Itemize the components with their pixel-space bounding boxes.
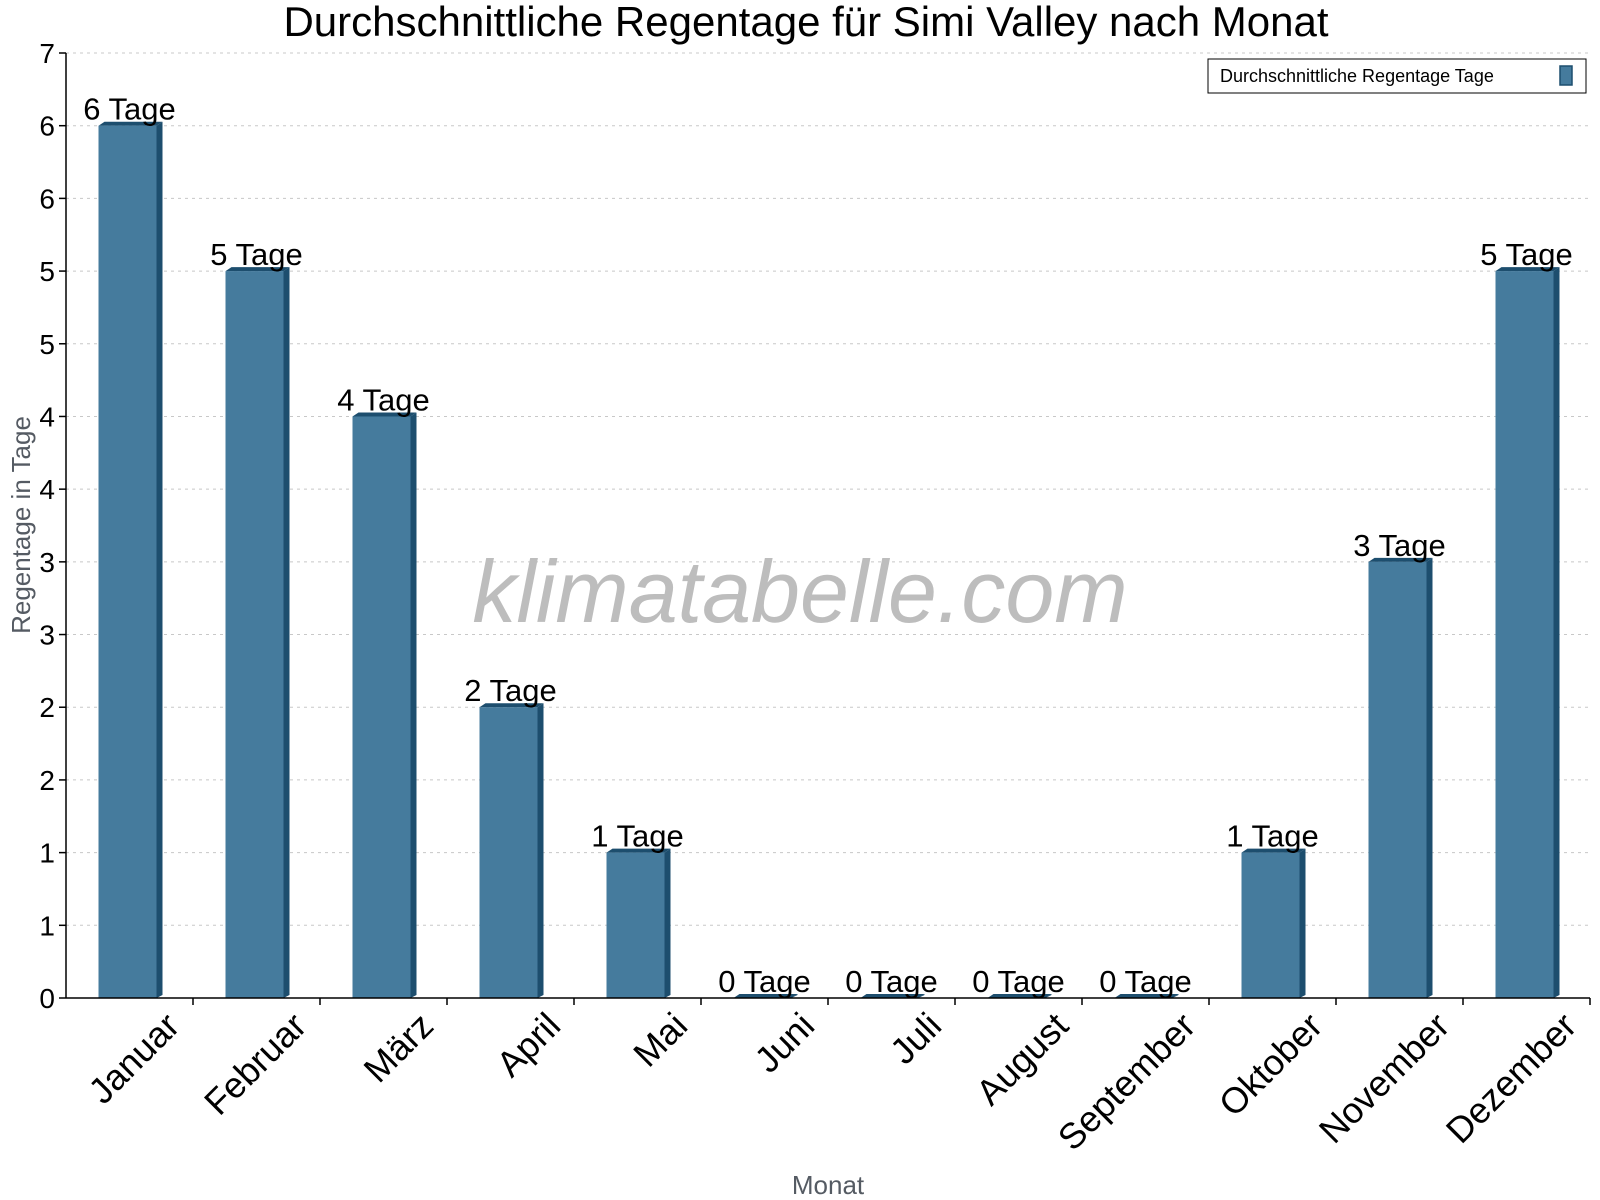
x-tick-label: Juni — [746, 1005, 822, 1081]
bar — [733, 994, 798, 998]
bar-top — [1114, 994, 1179, 998]
bar — [479, 703, 544, 998]
bars — [98, 121, 1560, 999]
x-tick-label: Juli — [882, 1005, 949, 1072]
y-tick-label: 7 — [39, 38, 55, 69]
bar-top — [225, 267, 290, 272]
bar-front — [225, 271, 284, 999]
y-tick-label: 2 — [39, 765, 55, 796]
x-tick-label: Februar — [196, 1005, 314, 1123]
bar-front — [98, 125, 157, 998]
bar-side — [1426, 557, 1433, 998]
x-tick-label: Januar — [80, 1005, 187, 1112]
bar-top — [1368, 557, 1433, 562]
y-tick-label: 4 — [39, 474, 55, 505]
grid-lines — [66, 52, 1590, 926]
x-tick-label: August — [968, 1005, 1076, 1113]
bar — [1114, 994, 1179, 998]
bar-side — [537, 703, 544, 998]
data-label: 0 Tage — [972, 964, 1065, 999]
data-label: 6 Tage — [83, 92, 176, 127]
bar-top — [987, 994, 1052, 998]
y-tick-label: 5 — [39, 329, 55, 360]
legend-swatch — [1559, 65, 1573, 86]
bar-side — [1172, 994, 1179, 998]
bar-front — [352, 416, 411, 998]
bar-top — [606, 848, 671, 853]
bar-front — [1241, 852, 1300, 998]
x-tick-label: Oktober — [1211, 1005, 1331, 1125]
y-tick-label: 5 — [39, 256, 55, 287]
bar-front — [1368, 561, 1427, 998]
bar-top — [479, 703, 544, 708]
bar — [860, 994, 925, 998]
bar-side — [283, 267, 290, 999]
x-tick-label: April — [488, 1005, 568, 1085]
y-tick-label: 1 — [39, 910, 55, 941]
x-axis-title: Monat — [792, 1170, 865, 1200]
x-tick-label: November — [1311, 1005, 1457, 1151]
bar-side — [1045, 994, 1052, 998]
y-tick-label: 0 — [39, 983, 55, 1014]
bar-side — [1553, 267, 1560, 999]
bar-front — [479, 707, 538, 998]
bar — [606, 848, 671, 998]
bar-top — [98, 121, 163, 126]
legend-box — [1207, 58, 1587, 94]
bar-top — [860, 994, 925, 998]
data-label: 0 Tage — [1099, 964, 1192, 999]
x-tick-label: Dezember — [1438, 1005, 1584, 1151]
y-tick-label: 6 — [39, 183, 55, 214]
bar-side — [1299, 848, 1306, 998]
data-label: 5 Tage — [1480, 237, 1573, 272]
y-tick-label: 3 — [39, 620, 55, 651]
bar-front — [1495, 271, 1554, 999]
bar-top — [1495, 267, 1560, 272]
bar-top — [733, 994, 798, 998]
data-label: 1 Tage — [1226, 819, 1319, 854]
bar — [98, 121, 163, 998]
bar-side — [410, 412, 417, 998]
chart-title: Durchschnittliche Regentage für Simi Val… — [283, 0, 1328, 45]
y-axis-ticks: 0 1 1 2 2 3 3 4 4 5 5 6 6 7 — [39, 38, 66, 1014]
y-tick-label: 1 — [39, 838, 55, 869]
y-tick-label: 3 — [39, 547, 55, 578]
data-label: 5 Tage — [210, 237, 303, 272]
bar — [1495, 267, 1560, 999]
data-label: 2 Tage — [464, 673, 557, 708]
x-axis-ticks: Januar Februar März April Mai Juni Juli AugustS… — [80, 998, 1591, 1159]
x-tick-label: Mai — [625, 1005, 695, 1075]
data-label: 0 Tage — [845, 964, 938, 999]
bar-front — [606, 852, 665, 998]
y-tick-label: 6 — [39, 111, 55, 142]
watermark: klimatabelle.com — [472, 542, 1127, 641]
bar — [352, 412, 417, 998]
bar — [1241, 848, 1306, 998]
bar-top — [352, 412, 417, 417]
data-label: 4 Tage — [337, 382, 430, 417]
y-tick-label: 2 — [39, 692, 55, 723]
bar-side — [664, 848, 671, 998]
data-label: 1 Tage — [591, 819, 684, 854]
bar — [225, 267, 290, 999]
bar-side — [156, 121, 163, 998]
legend: Durchschnittliche Regentage Tage — [1207, 58, 1587, 94]
bar-side — [791, 994, 798, 998]
data-labels: 6 Tage 5 Tage 4 Tage 2 Tage 1 Tage 0 Tage 0 Ta… — [83, 92, 1573, 999]
y-axis-title: Regentage in Tage — [6, 416, 36, 634]
legend-label: Durchschnittliche Regentage Tage — [1220, 66, 1494, 86]
bar-top — [1241, 848, 1306, 853]
x-tick-label: März — [356, 1005, 442, 1091]
bar — [1368, 557, 1433, 998]
data-label: 3 Tage — [1353, 528, 1446, 563]
y-tick-label: 4 — [39, 401, 55, 432]
x-tick-label: September — [1050, 1005, 1204, 1159]
data-label: 0 Tage — [718, 964, 811, 999]
bar — [987, 994, 1052, 998]
bar-side — [918, 994, 925, 998]
